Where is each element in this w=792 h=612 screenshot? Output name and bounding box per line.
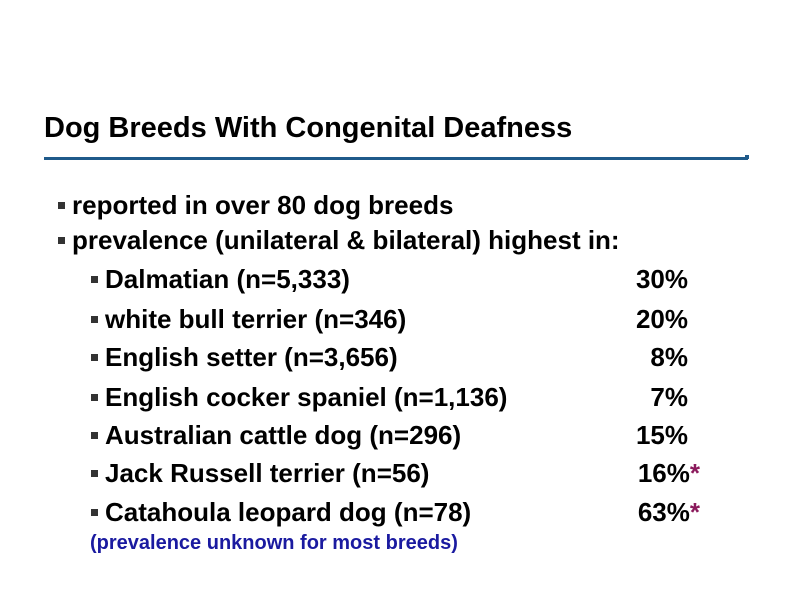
prevalence-value: 16%	[637, 458, 690, 488]
prevalence-star: *	[689, 458, 700, 488]
breed-name: white bull terrier (n=346)	[105, 304, 407, 334]
footnote: (prevalence unknown for most breeds)	[90, 532, 458, 554]
prevalence-value: 30%	[635, 264, 688, 294]
square-bullet-icon	[91, 275, 98, 283]
square-bullet-icon	[91, 469, 98, 477]
prevalence-value: 20%	[635, 304, 688, 334]
square-bullet-icon	[58, 201, 65, 209]
square-bullet-icon	[91, 315, 98, 323]
breed-item: Dalmatian (n=5,333)	[91, 264, 350, 294]
prevalence-value: 63%	[637, 497, 690, 527]
breed-prevalence: 20%	[578, 304, 688, 334]
breed-prevalence: 7%	[578, 382, 688, 412]
square-bullet-icon	[91, 508, 98, 516]
prevalence-value: 15%	[635, 420, 688, 450]
breed-prevalence: 15%	[578, 420, 688, 450]
breed-item: white bull terrier (n=346)	[91, 304, 406, 334]
breed-item: English cocker spaniel (n=1,136)	[91, 382, 507, 412]
breed-item: Jack Russell terrier (n=56)	[91, 458, 429, 488]
breed-item: Australian cattle dog (n=296)	[91, 420, 461, 450]
breed-name: English setter (n=3,656)	[105, 342, 398, 372]
square-bullet-icon	[91, 393, 98, 401]
square-bullet-icon	[91, 431, 98, 439]
prevalence-star: *	[689, 497, 700, 527]
breed-prevalence: 16%*	[590, 458, 700, 488]
breed-prevalence: 8%	[578, 342, 688, 372]
breed-prevalence: 63%*	[590, 497, 700, 527]
breed-item: Catahoula leopard dog (n=78)	[91, 497, 471, 527]
breed-name: Australian cattle dog (n=296)	[105, 420, 462, 450]
breed-name: Jack Russell terrier (n=56)	[105, 458, 430, 488]
breed-prevalence: 30%	[578, 264, 688, 294]
title-underline	[44, 157, 748, 160]
breed-name: Catahoula leopard dog (n=78)	[105, 497, 472, 527]
breed-name: Dalmatian (n=5,333)	[105, 264, 350, 294]
prevalence-value: 8%	[650, 342, 688, 372]
slide-title: Dog Breeds With Congenital Deafness	[44, 112, 573, 144]
square-bullet-icon	[58, 236, 65, 244]
bullet-item: reported in over 80 dog breeds	[58, 190, 453, 220]
bullet-item: prevalence (unilateral & bilateral) high…	[58, 225, 620, 255]
title-underline-end	[745, 155, 749, 159]
breed-item: English setter (n=3,656)	[91, 342, 398, 372]
bullet-text: prevalence (unilateral & bilateral) high…	[72, 225, 620, 255]
prevalence-value: 7%	[650, 382, 688, 412]
bullet-text: reported in over 80 dog breeds	[72, 190, 454, 220]
breed-name: English cocker spaniel (n=1,136)	[105, 382, 508, 412]
square-bullet-icon	[91, 353, 98, 361]
